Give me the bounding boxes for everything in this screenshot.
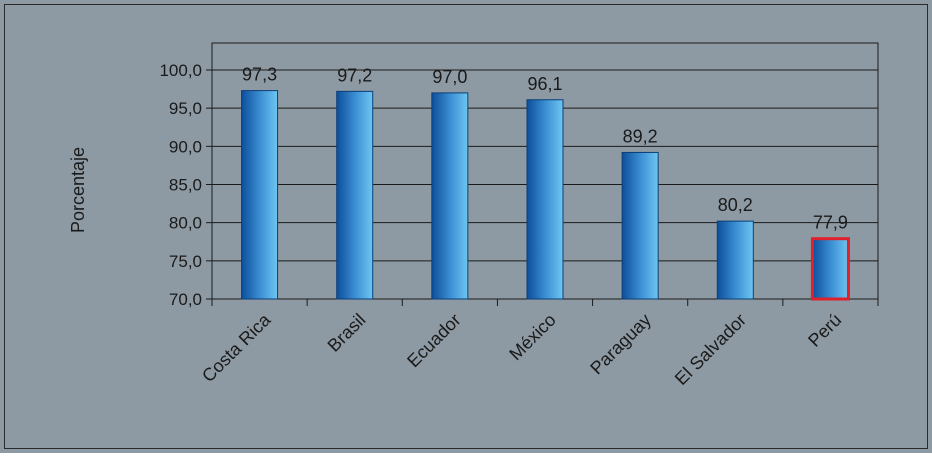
- bar-value-label: 97,0: [432, 67, 467, 87]
- y-tick-label: 80,0: [169, 214, 202, 233]
- y-axis-title: Porcentaje: [68, 147, 88, 233]
- bar-value-label: 89,2: [623, 126, 658, 146]
- y-tick-label: 95,0: [169, 99, 202, 118]
- y-tick-label: 70,0: [169, 290, 202, 309]
- chart-border: [4, 4, 928, 449]
- y-tick-label: 90,0: [169, 137, 202, 156]
- bar-value-label: 80,2: [718, 195, 753, 215]
- y-tick-label: 85,0: [169, 176, 202, 195]
- bar-value-label: 96,1: [527, 74, 562, 94]
- y-tick-label: 75,0: [169, 252, 202, 271]
- bar-paraguay: [621, 151, 659, 300]
- bar-ecuador: [431, 92, 469, 300]
- bar-méxico: [526, 99, 564, 300]
- bar-value-label: 77,9: [813, 213, 848, 233]
- bar-brasil: [336, 90, 374, 300]
- bar-perú: [810, 237, 850, 301]
- bar-value-label: 97,3: [242, 65, 277, 85]
- bar-el-salvador: [716, 220, 754, 300]
- y-tick-label: 100,0: [159, 61, 202, 80]
- bar-costa-rica: [241, 90, 279, 300]
- bars: [241, 90, 850, 301]
- bar-value-label: 97,2: [337, 65, 372, 85]
